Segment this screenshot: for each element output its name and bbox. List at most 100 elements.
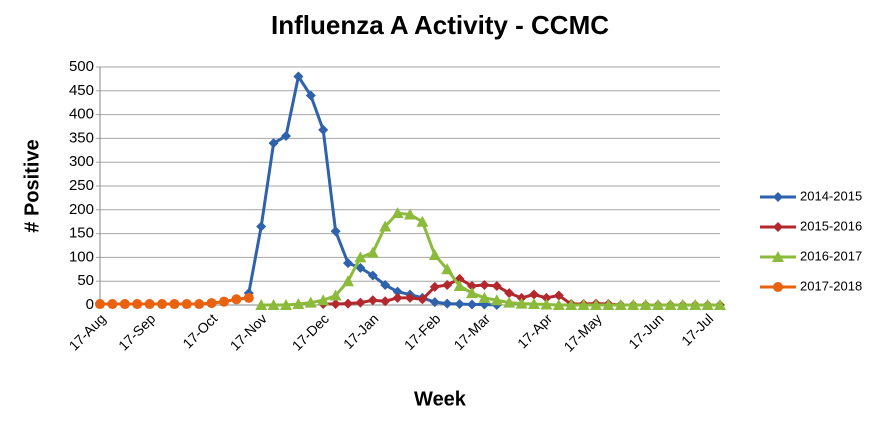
y-tick-label: 200 <box>69 201 94 218</box>
data-point <box>429 281 440 292</box>
legend-label: 2015-2016 <box>800 218 862 233</box>
data-point <box>676 299 689 310</box>
y-tick-label: 500 <box>69 58 94 75</box>
data-point <box>366 246 379 258</box>
data-point <box>107 299 118 310</box>
data-point <box>553 290 564 301</box>
data-point <box>541 292 552 303</box>
x-axis-label: Week <box>414 388 467 410</box>
data-point <box>490 294 503 306</box>
x-tick-label: 17-Apr <box>514 310 555 351</box>
data-point <box>169 299 180 310</box>
data-point <box>144 299 155 310</box>
data-point <box>479 280 490 291</box>
data-point <box>503 296 516 308</box>
legend-marker <box>773 282 783 292</box>
data-point <box>441 263 454 275</box>
data-point <box>354 251 367 263</box>
data-point <box>343 258 353 269</box>
data-point <box>552 299 565 310</box>
data-point <box>343 298 353 309</box>
data-point <box>330 299 341 310</box>
legend-marker <box>773 222 783 232</box>
y-tick-label: 150 <box>69 225 94 242</box>
data-point <box>491 280 502 291</box>
data-point <box>467 299 477 310</box>
legend-marker <box>773 192 783 202</box>
data-point <box>417 294 428 305</box>
data-point <box>529 289 539 300</box>
data-point <box>577 299 590 310</box>
data-point <box>267 299 280 310</box>
data-point <box>442 298 453 309</box>
data-point <box>367 270 378 281</box>
data-point <box>379 220 392 232</box>
data-point <box>304 296 317 308</box>
data-point <box>614 299 627 310</box>
data-point <box>467 280 477 291</box>
data-point <box>157 299 167 310</box>
data-point <box>367 295 378 306</box>
data-point <box>181 299 192 310</box>
x-tick-label: 17-Dec <box>289 310 332 353</box>
x-tick-label: 17-Aug <box>65 310 108 353</box>
x-tick-label: 17-May <box>560 310 604 354</box>
x-tick-label: 17-Mar <box>450 310 493 353</box>
data-point <box>380 280 391 291</box>
data-point <box>280 299 292 310</box>
data-point <box>504 288 515 299</box>
data-point <box>293 71 304 82</box>
data-point <box>194 299 205 310</box>
legend-label: 2017-2018 <box>800 278 862 293</box>
data-point <box>466 287 478 299</box>
y-tick-label: 400 <box>69 106 94 123</box>
y-tick-label: 450 <box>69 82 94 99</box>
data-point <box>429 297 440 308</box>
data-point <box>206 298 217 309</box>
x-tick-label: 17-Sep <box>115 310 158 353</box>
data-point <box>243 292 254 303</box>
data-point <box>380 296 391 307</box>
data-point <box>281 131 291 142</box>
data-point <box>392 292 403 303</box>
data-point <box>428 249 441 261</box>
chart-title: Influenza A Activity - CCMC <box>271 10 609 40</box>
data-point <box>219 296 229 307</box>
data-point <box>392 286 403 297</box>
data-point <box>255 299 268 310</box>
data-point <box>318 124 329 135</box>
data-point <box>268 138 279 149</box>
data-point <box>119 299 130 310</box>
data-point <box>714 299 726 310</box>
x-tick-label: 17-Feb <box>401 310 444 353</box>
data-point <box>305 90 316 101</box>
data-point <box>453 279 466 291</box>
y-tick-label: 50 <box>77 272 94 289</box>
data-point <box>416 215 429 227</box>
data-point <box>292 298 305 310</box>
legend-label: 2014-2015 <box>800 188 862 203</box>
x-tick-label: 17-Nov <box>227 310 270 353</box>
data-point <box>652 299 664 310</box>
data-point <box>355 297 366 308</box>
data-point <box>391 207 404 219</box>
x-tick-label: 17-Jun <box>625 310 667 352</box>
data-point <box>664 299 677 310</box>
data-point <box>478 291 491 303</box>
x-tick-label: 17-Jan <box>340 310 382 352</box>
data-point <box>565 299 578 310</box>
data-point <box>627 299 640 310</box>
data-point <box>454 299 465 310</box>
legend-marker <box>772 251 784 262</box>
data-point <box>404 208 416 220</box>
y-tick-label: 250 <box>69 177 94 194</box>
y-tick-label: 350 <box>69 129 94 146</box>
data-point <box>317 294 330 306</box>
data-point <box>342 275 354 287</box>
data-point <box>405 292 415 303</box>
data-point <box>256 221 267 232</box>
data-point <box>442 280 453 291</box>
data-point <box>590 299 602 310</box>
data-point <box>689 299 702 310</box>
